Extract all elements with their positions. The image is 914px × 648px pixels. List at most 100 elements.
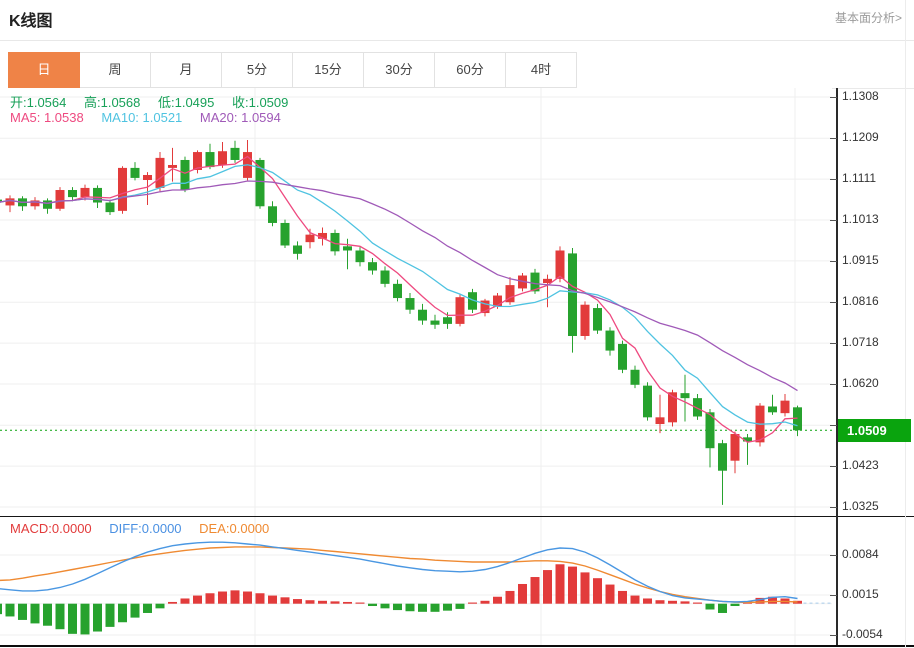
ma10-value: MA10: 1.0521 xyxy=(101,110,183,125)
axis-tick-mark xyxy=(830,261,837,262)
tab-day[interactable]: 日 xyxy=(8,52,80,88)
y-axis-tick-label: 1.1308 xyxy=(842,89,879,103)
candle-body xyxy=(255,159,265,207)
candle-body xyxy=(218,151,227,165)
macd-hist-bar xyxy=(768,596,777,604)
ohlc-legend: 开:1.0564 高:1.0568 低:1.0495 收:1.0509 xyxy=(10,92,302,111)
candle-body xyxy=(543,278,552,284)
candle-body xyxy=(393,283,402,299)
candle-body xyxy=(730,434,740,461)
tab-week[interactable]: 周 xyxy=(79,52,151,88)
axis-tick-mark xyxy=(830,635,837,636)
tab-60min[interactable]: 60分 xyxy=(434,52,506,88)
macd-hist-bar xyxy=(405,603,415,612)
candle-body xyxy=(480,300,490,314)
candle-body xyxy=(143,174,152,181)
axis-tick-mark xyxy=(830,555,837,556)
y-axis-tick-label: 0.0084 xyxy=(842,547,879,561)
candle-body xyxy=(555,250,565,279)
tab-month[interactable]: 月 xyxy=(150,52,222,88)
candle-body xyxy=(180,159,190,191)
macd-hist-bar xyxy=(0,603,2,615)
y-axis-tick-label: 1.1111 xyxy=(842,171,877,185)
candle-body xyxy=(5,198,15,206)
macd-hist-bar xyxy=(680,601,690,604)
macd-hist-bar xyxy=(243,591,252,604)
candle-body xyxy=(605,330,615,351)
macd-hist-bar xyxy=(355,602,365,604)
candle-body xyxy=(330,232,340,252)
macd-hist-bar xyxy=(330,601,340,604)
y-axis-tick-label: 1.0620 xyxy=(842,376,879,390)
pane-separator xyxy=(0,516,914,517)
macd-hist-bar xyxy=(468,602,477,604)
candle-body xyxy=(318,232,327,239)
y-axis-tick-label: 1.0718 xyxy=(842,335,879,349)
macd-hist-bar xyxy=(518,583,527,604)
ma10-line xyxy=(0,164,798,427)
macd-hist-bar xyxy=(305,600,315,604)
macd-hist-bar xyxy=(55,603,65,630)
widget-header: K线图 基本面分析> xyxy=(0,0,914,40)
macd-hist-bar xyxy=(93,603,102,632)
candle-body xyxy=(468,292,477,310)
macd-hist-bar xyxy=(480,600,490,604)
macd-hist-bar xyxy=(68,603,77,634)
candle-body xyxy=(268,206,277,223)
tab-15min[interactable]: 15分 xyxy=(292,52,364,88)
axis-tick-mark xyxy=(830,425,837,426)
candle-body xyxy=(680,393,690,399)
macd-hist-bar xyxy=(505,590,515,604)
candle-body xyxy=(118,167,127,211)
candle-body xyxy=(280,222,290,246)
ma20-value: MA20: 1.0594 xyxy=(199,110,281,125)
candle-body xyxy=(43,200,52,209)
candle-body xyxy=(305,234,315,243)
chart-bottom-border xyxy=(0,645,914,647)
macd-hist-bar xyxy=(393,603,402,611)
y-axis-tick-label: 1.0423 xyxy=(842,458,879,472)
macd-hist-bar xyxy=(593,578,602,604)
macd-hist-bar xyxy=(543,570,552,604)
open-value: 开:1.0564 xyxy=(10,95,67,110)
axis-tick-mark xyxy=(830,179,837,180)
candle-body xyxy=(293,245,302,254)
candle-body xyxy=(193,152,202,170)
ma5-value: MA5: 1.0538 xyxy=(10,110,84,125)
macd-hist-bar xyxy=(605,584,615,604)
tab-4hour[interactable]: 4时 xyxy=(505,52,577,88)
macd-hist-bar xyxy=(630,595,640,604)
y-axis-tick-label: 1.0915 xyxy=(842,253,879,267)
y-axis-tick-label: 1.0816 xyxy=(842,294,879,308)
candle-body xyxy=(705,412,715,449)
macd-hist-bar xyxy=(255,593,265,604)
macd-hist-bar xyxy=(205,593,215,604)
macd-hist-bar xyxy=(5,603,15,617)
macd-hist-bar xyxy=(293,599,302,604)
macd-hist-bar xyxy=(168,601,177,604)
macd-legend: MACD:0.0000 DIFF:0.0000 DEA:0.0000 xyxy=(10,521,283,536)
fundamental-analysis-link[interactable]: 基本面分析> xyxy=(834,11,902,25)
candle-body xyxy=(780,400,790,414)
macd-hist-bar xyxy=(130,603,140,618)
candle-body xyxy=(455,297,465,324)
candle-body xyxy=(68,190,77,198)
candle-body xyxy=(630,369,640,385)
macd-hist-bar xyxy=(493,596,502,604)
y-axis-tick-label: 1.1013 xyxy=(842,212,879,226)
candle-body xyxy=(493,295,502,307)
macd-hist-bar xyxy=(155,603,165,609)
macd-chart[interactable] xyxy=(0,517,832,645)
macd-hist-bar xyxy=(218,591,227,604)
candle-body xyxy=(655,417,665,424)
ma5-line xyxy=(0,155,798,443)
tab-5min[interactable]: 5分 xyxy=(221,52,293,88)
candle-body xyxy=(80,187,90,198)
axis-tick-mark xyxy=(830,138,837,139)
dea-value: DEA:0.0000 xyxy=(199,521,270,536)
macd-hist-bar xyxy=(268,595,277,604)
kline-chart[interactable] xyxy=(0,88,832,517)
tab-30min[interactable]: 30分 xyxy=(363,52,435,88)
macd-hist-bar xyxy=(430,603,440,612)
